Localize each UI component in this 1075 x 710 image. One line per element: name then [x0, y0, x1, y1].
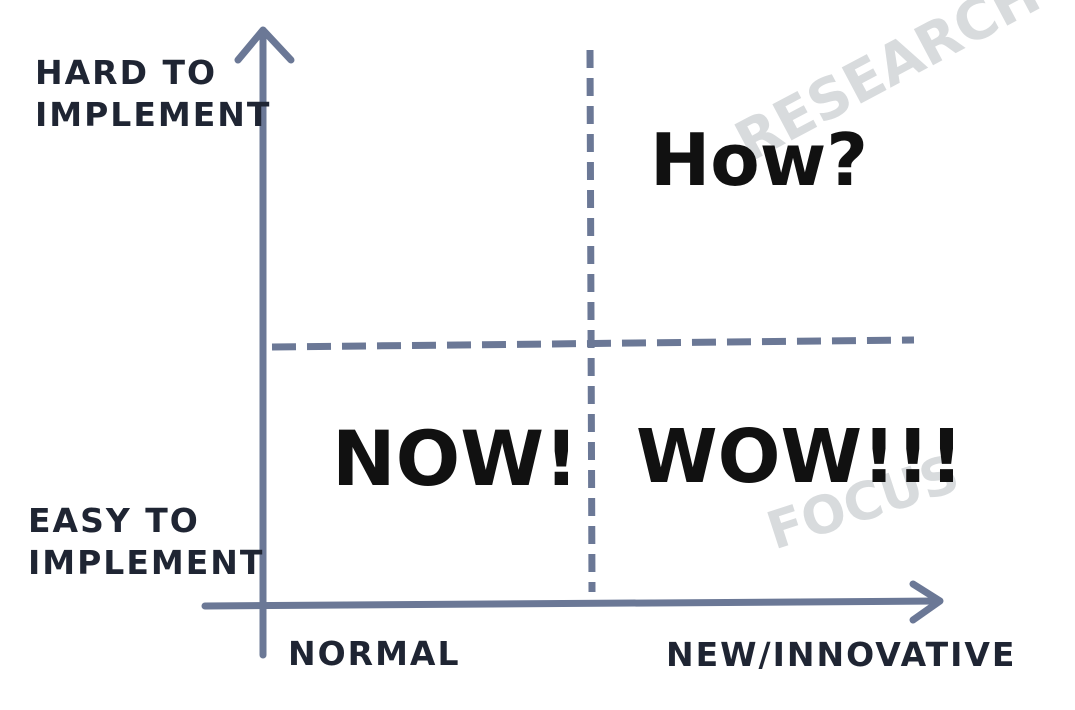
quadrant-wow: WOW!!!: [636, 414, 964, 500]
x-axis-arrowhead: [909, 580, 944, 624]
quadrant-how: How?: [650, 118, 869, 202]
y-axis-arrowhead: [234, 26, 295, 64]
y-axis-bottom-label-line-1: EASY TO: [28, 501, 200, 540]
y-axis-bottom-label: EASY TO IMPLEMENT: [28, 500, 264, 584]
y-axis-top-label-line-2: IMPLEMENT: [35, 95, 272, 134]
y-axis-bottom-label-line-2: IMPLEMENT: [28, 543, 265, 582]
y-axis-top-label-line-1: HARD TO: [35, 53, 218, 92]
vertical-divider-dashed: [586, 49, 596, 593]
x-axis-left-label: NORMAL: [288, 634, 461, 673]
x-axis-line: [201, 597, 942, 610]
x-axis-right-label: NEW/INNOVATIVE: [666, 635, 1017, 674]
quadrant-now: NOW!: [332, 414, 579, 503]
y-axis-top-label: HARD TO IMPLEMENT: [35, 52, 271, 136]
horizontal-divider-dashed: [271, 336, 915, 351]
